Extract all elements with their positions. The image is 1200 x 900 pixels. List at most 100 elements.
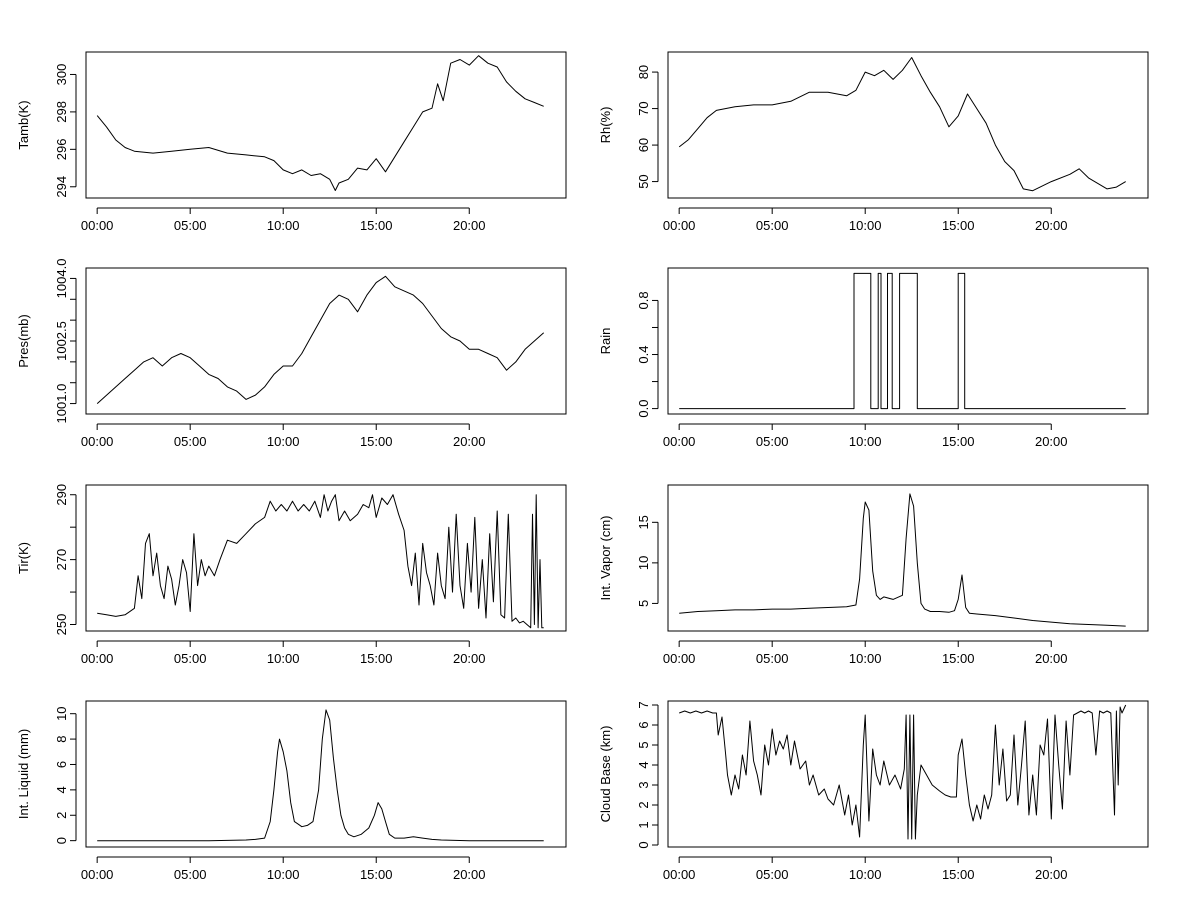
y-axis-title: Pres(mb)	[16, 314, 31, 367]
y-tick-label: 2	[636, 801, 651, 808]
y-tick-label: 294	[54, 176, 69, 198]
x-tick-label: 00:00	[663, 651, 696, 666]
y-tick-label: 2	[54, 812, 69, 819]
y-tick-label: 50	[636, 174, 651, 188]
plot-frame	[85, 51, 567, 199]
plot-frame	[85, 267, 567, 415]
x-tick-label: 05:00	[756, 867, 789, 882]
y-tick-label: 60	[636, 138, 651, 152]
y-tick-label: 290	[54, 484, 69, 506]
x-tick-label: 20:00	[453, 434, 486, 449]
x-tick-label: 00:00	[663, 218, 696, 233]
y-tick-label: 5	[636, 600, 651, 607]
y-tick-label: 1001.0	[54, 384, 69, 424]
y-axis-title: Rain	[598, 328, 613, 355]
y-tick-label: 1002.5	[54, 321, 69, 361]
y-tick-label: 10	[54, 706, 69, 720]
series-line-0	[97, 494, 544, 629]
y-tick-label: 1	[636, 821, 651, 828]
y-tick-label: 15	[636, 515, 651, 529]
y-tick-label: 0	[54, 837, 69, 844]
x-tick-label: 15:00	[360, 434, 393, 449]
y-tick-label: 250	[54, 614, 69, 636]
x-tick-label: 00:00	[81, 867, 114, 882]
series-line-0	[96, 55, 544, 191]
plot-frame	[667, 484, 1149, 632]
y-tick-label: 70	[636, 101, 651, 115]
x-tick-label: 00:00	[663, 867, 696, 882]
y-tick-label: 6	[636, 721, 651, 728]
x-tick-label: 10:00	[267, 651, 300, 666]
y-tick-label: 7	[636, 701, 651, 708]
x-tick-label: 05:00	[756, 434, 789, 449]
x-tick-label: 00:00	[663, 434, 696, 449]
x-tick-label: 00:00	[81, 651, 114, 666]
x-tick-label: 15:00	[942, 434, 975, 449]
y-tick-label: 10	[636, 556, 651, 570]
panel-4: 00:00 05:00 10:00 15:00 20:00 0.0 0.4 0.8 Rain	[598, 267, 1149, 449]
x-tick-label: 20:00	[453, 651, 486, 666]
y-tick-label: 0	[636, 841, 651, 848]
x-tick-label: 05:00	[756, 218, 789, 233]
plot-frame	[85, 700, 567, 848]
x-tick-label: 20:00	[1035, 434, 1068, 449]
x-tick-label: 15:00	[360, 651, 393, 666]
y-axis-title: Cloud Base (km)	[598, 726, 613, 823]
y-tick-label: 270	[54, 549, 69, 571]
y-axis-title: Int. Liquid (mm)	[16, 729, 31, 819]
x-tick-label: 15:00	[942, 651, 975, 666]
panel-8: 00:00 05:00 10:00 15:00 20:00 0 1 2 3 4 5 6 7 Cloud B…	[598, 700, 1149, 882]
y-tick-label: 296	[54, 138, 69, 160]
y-axis-title: Int. Vapor (cm)	[598, 515, 613, 600]
x-tick-label: 20:00	[1035, 867, 1068, 882]
panel-6: 00:00 05:00 10:00 15:00 20:00 5 10 15 Int. Vapor…	[598, 484, 1149, 666]
x-tick-label: 10:00	[267, 218, 300, 233]
x-tick-label: 20:00	[453, 867, 486, 882]
y-tick-label: 1004.0	[54, 259, 69, 299]
y-tick-label: 80	[636, 65, 651, 79]
y-tick-label: 5	[636, 741, 651, 748]
panel-3: 00:00 05:00 10:00 15:00 20:00 1001.0 1002.5 100…	[16, 259, 567, 449]
panel-2: 00:00 05:00 10:00 15:00 20:00 50 60 70 80 Rh(%)	[598, 51, 1149, 233]
y-tick-label: 0.0	[636, 400, 651, 418]
x-tick-label: 05:00	[756, 651, 789, 666]
plot-frame	[667, 700, 1149, 848]
y-tick-label: 4	[54, 786, 69, 793]
panel-5: 00:00 05:00 10:00 15:00 20:00 250 270 290 Tir(K)	[16, 484, 567, 666]
x-tick-label: 10:00	[267, 434, 300, 449]
x-tick-label: 20:00	[1035, 651, 1068, 666]
x-tick-label: 00:00	[81, 218, 114, 233]
plot-frame	[667, 51, 1149, 199]
x-tick-label: 05:00	[174, 651, 207, 666]
x-tick-label: 00:00	[81, 434, 114, 449]
y-tick-label: 3	[636, 781, 651, 788]
y-axis-title: Tir(K)	[16, 542, 31, 574]
series-line-0	[678, 57, 1126, 192]
panel-1: 00:00 05:00 10:00 15:00 20:00 294 296 298 300 Tam…	[16, 51, 567, 233]
x-tick-label: 10:00	[849, 218, 882, 233]
x-tick-label: 20:00	[453, 218, 486, 233]
series-line-0	[679, 704, 1127, 840]
x-tick-label: 10:00	[267, 867, 300, 882]
series-line-0	[96, 275, 545, 404]
x-tick-label: 15:00	[942, 867, 975, 882]
y-tick-label: 0.8	[636, 291, 651, 309]
x-tick-label: 05:00	[174, 867, 207, 882]
y-tick-label: 0.4	[636, 345, 651, 363]
y-tick-label: 6	[54, 761, 69, 768]
y-tick-label: 298	[54, 101, 69, 123]
x-tick-label: 05:00	[174, 434, 207, 449]
x-tick-label: 15:00	[360, 867, 393, 882]
series-line-0	[679, 272, 1126, 410]
y-tick-label: 8	[54, 735, 69, 742]
x-tick-label: 15:00	[360, 218, 393, 233]
y-tick-label: 300	[54, 64, 69, 86]
plot-frame	[667, 267, 1149, 415]
panel-7: 00:00 05:00 10:00 15:00 20:00 0 2 4 6 8 10 Int. Liq…	[16, 700, 567, 882]
x-tick-label: 10:00	[849, 867, 882, 882]
x-tick-label: 15:00	[942, 218, 975, 233]
y-axis-title: Rh(%)	[598, 107, 613, 144]
series-line-0	[97, 709, 544, 842]
y-axis-title: Tamb(K)	[16, 100, 31, 149]
